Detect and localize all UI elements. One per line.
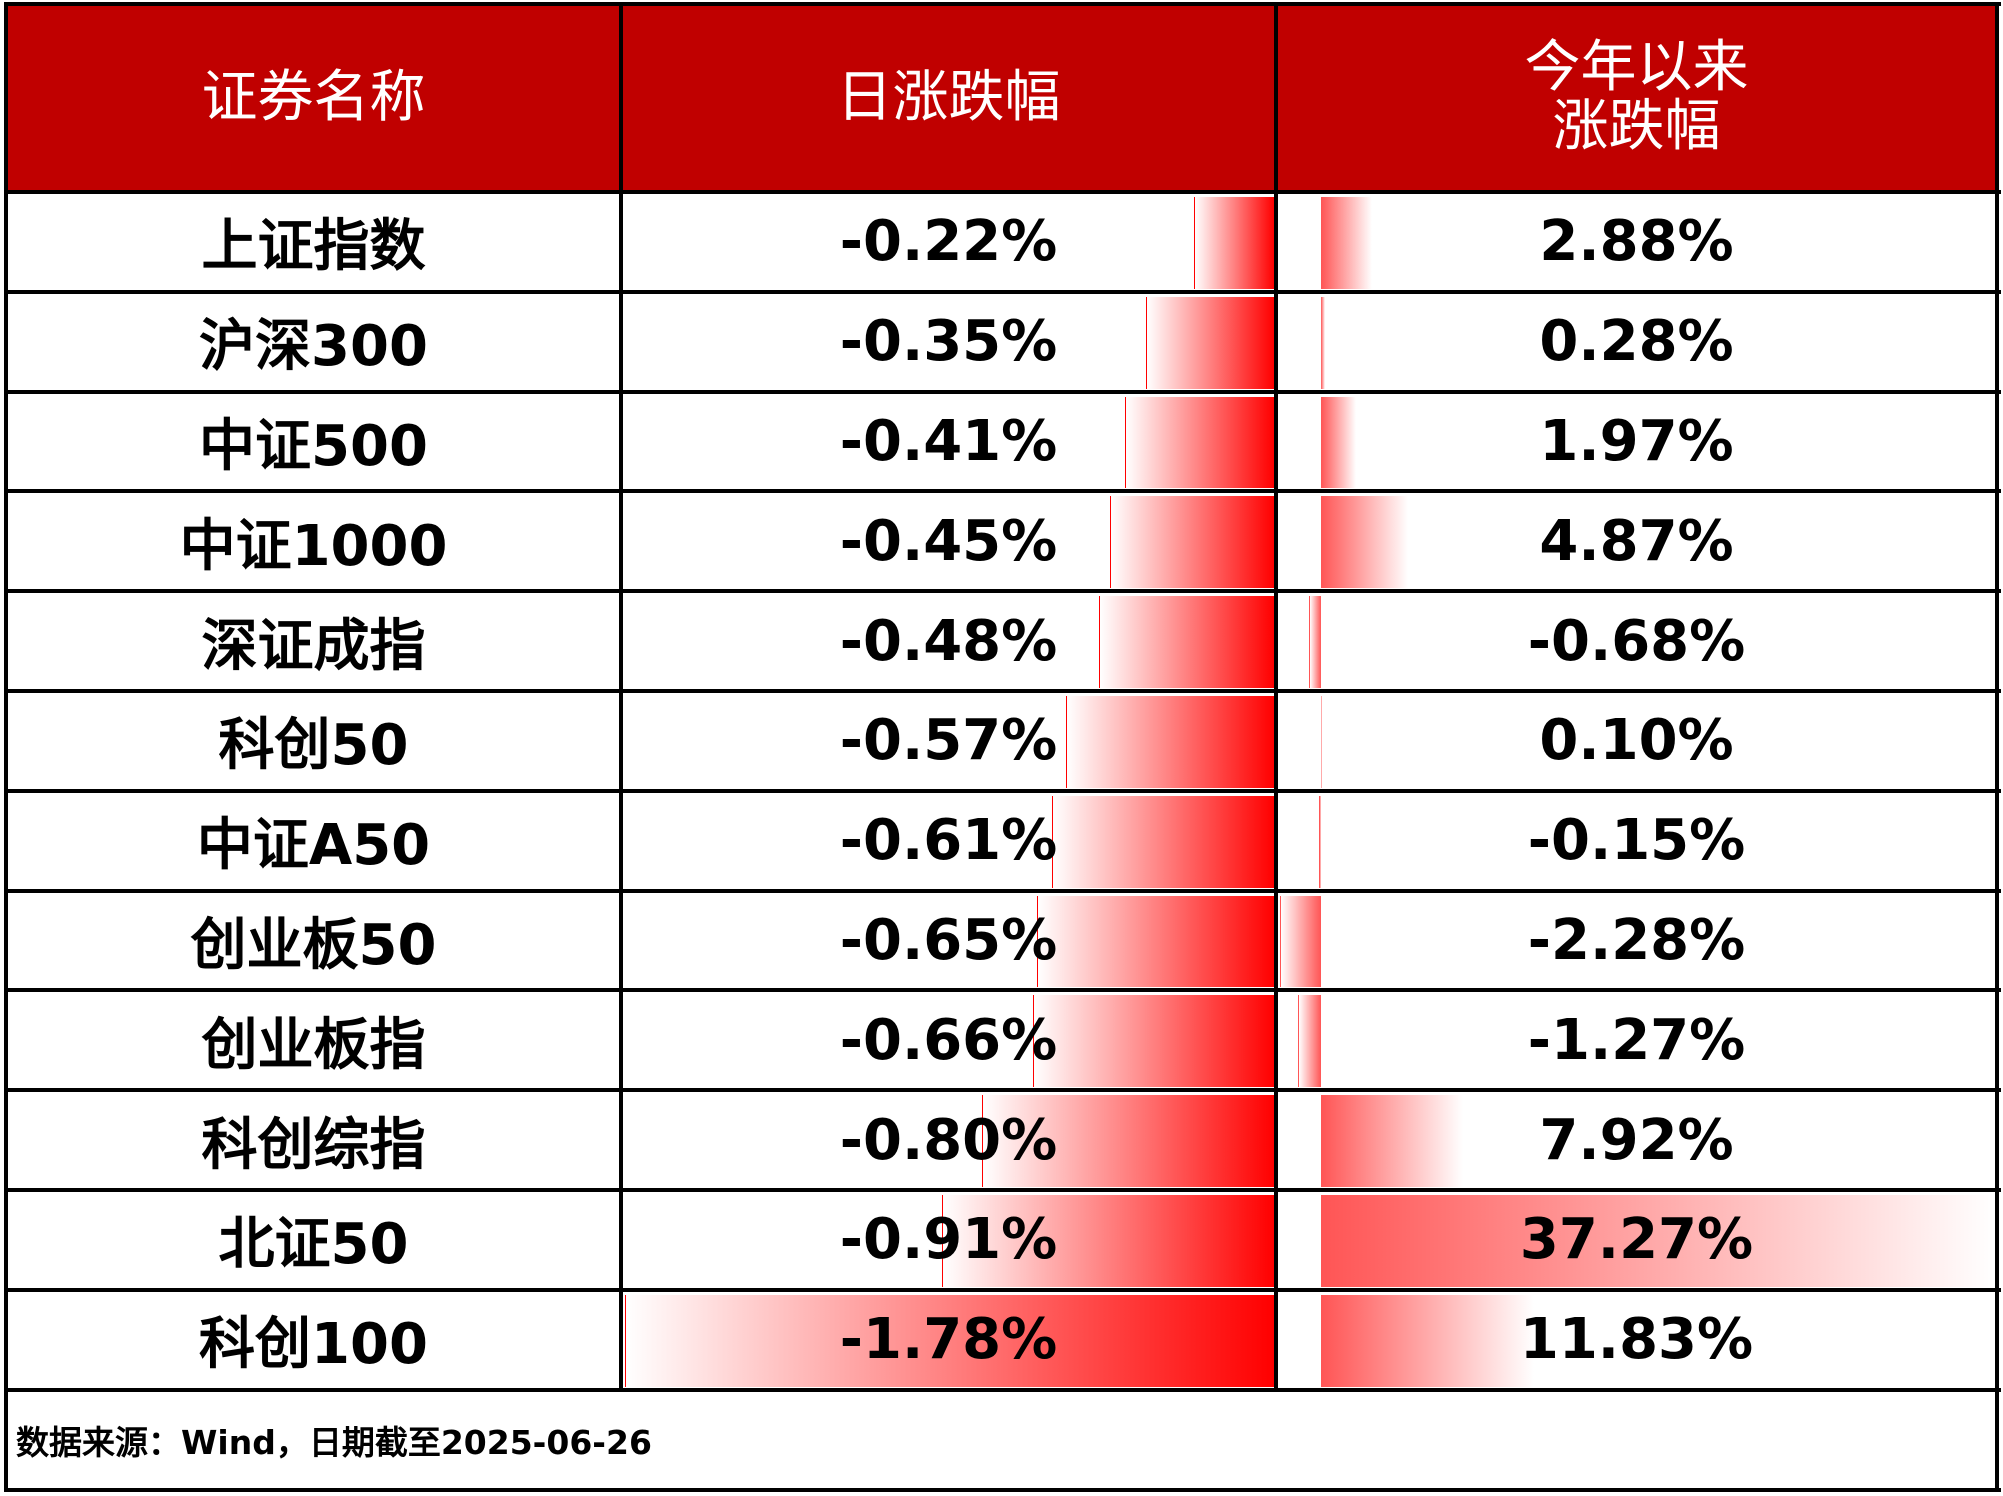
data-bar xyxy=(1321,1294,1536,1387)
table-cell: 北证50 xyxy=(218,1212,409,1278)
row-line xyxy=(6,689,2001,693)
header-bg xyxy=(6,4,1997,192)
data-bar xyxy=(1037,895,1274,988)
table-cell: -0.66% xyxy=(839,1007,1058,1073)
row-line xyxy=(6,289,2001,294)
data-bar xyxy=(1321,696,1324,788)
table-cell: 4.87% xyxy=(1539,508,1734,574)
data-bar xyxy=(942,1195,1274,1287)
table-cell: 0.10% xyxy=(1539,708,1734,774)
table-cell: 中证A50 xyxy=(196,813,431,879)
row-line xyxy=(6,888,2001,893)
data-bar xyxy=(1146,296,1274,389)
data-bar xyxy=(1124,396,1274,489)
data-bar xyxy=(1066,696,1274,788)
data-bar xyxy=(1321,1195,1995,1287)
table-cell: -0.61% xyxy=(839,808,1058,874)
data-bar xyxy=(1321,396,1357,489)
border-bottom xyxy=(6,1488,2001,1492)
table-cell: 1.97% xyxy=(1539,408,1734,474)
data-bar xyxy=(1321,296,1327,389)
table-cell: -0.15% xyxy=(1527,808,1746,874)
table-cell: -0.22% xyxy=(839,209,1058,275)
row-line xyxy=(6,1287,2001,1292)
row-line xyxy=(6,190,2001,194)
header-text: 今年以来 xyxy=(1524,35,1749,101)
border-top xyxy=(6,2,2001,6)
table-cell: 创业板50 xyxy=(190,912,437,978)
data-bar xyxy=(625,1294,1274,1387)
table-cell: -0.45% xyxy=(839,508,1058,574)
table-cell: 深证成指 xyxy=(201,613,426,679)
row-line xyxy=(6,589,2001,594)
row-line xyxy=(6,1088,2001,1093)
table-cell: 2.88% xyxy=(1539,209,1734,275)
data-bar xyxy=(1193,197,1274,289)
table-cell: 中证500 xyxy=(199,413,428,479)
table-cell: 科创综指 xyxy=(201,1112,426,1178)
table-cell: 沪深300 xyxy=(199,314,428,380)
row-line xyxy=(6,389,2001,394)
table-cell: 中证1000 xyxy=(179,513,448,579)
data-bar xyxy=(982,1095,1274,1187)
table-cell: -1.27% xyxy=(1527,1007,1746,1073)
row-line xyxy=(6,489,2001,494)
header-cell: 日涨跌幅 xyxy=(836,64,1061,130)
border-side xyxy=(4,2,8,1492)
data-bar xyxy=(1033,995,1274,1088)
table-cell: -0.35% xyxy=(839,309,1058,375)
table-cell: -0.57% xyxy=(839,708,1058,774)
data-bar xyxy=(1051,795,1274,888)
header-text: 涨跌幅 xyxy=(1552,94,1721,159)
table-cell: -0.41% xyxy=(839,408,1058,474)
column-line xyxy=(1274,2,1278,1392)
border-side xyxy=(1995,2,1999,1492)
row-line xyxy=(6,788,2001,793)
table-cell: 37.27% xyxy=(1519,1207,1754,1273)
table-cell: -0.65% xyxy=(839,907,1058,973)
column-line xyxy=(619,2,623,1392)
table-cell: -0.68% xyxy=(1527,608,1746,674)
row-line xyxy=(6,1188,2001,1192)
table-cell: -0.48% xyxy=(839,608,1058,674)
data-bar xyxy=(1318,795,1322,888)
data-bar xyxy=(1321,197,1374,289)
row-line xyxy=(6,988,2001,993)
data-bar xyxy=(1298,995,1322,1088)
table-cell: -0.91% xyxy=(839,1207,1058,1273)
table-cell: -2.28% xyxy=(1527,907,1746,973)
header-cell: 今年以来 涨跌幅 xyxy=(1276,4,1997,192)
table-cell: 7.92% xyxy=(1539,1107,1734,1173)
footer-note: 数据来源：Wind，日期截至2025-06-26 xyxy=(16,1422,652,1462)
table-cell: 科创100 xyxy=(199,1312,428,1378)
table-cell: -0.80% xyxy=(839,1107,1058,1173)
table-cell: -1.78% xyxy=(839,1307,1058,1373)
table-cell: 0.28% xyxy=(1539,309,1734,375)
table-cell: 11.83% xyxy=(1519,1307,1754,1373)
row-line xyxy=(6,1387,2001,1392)
table-cell: 科创50 xyxy=(218,713,409,779)
table-cell: 创业板指 xyxy=(201,1012,426,1078)
header-cell: 证券名称 xyxy=(201,64,426,130)
data-bar xyxy=(1308,596,1322,688)
data-bar xyxy=(1280,895,1322,988)
data-bar xyxy=(1321,1095,1465,1187)
data-bar xyxy=(1321,496,1410,589)
data-bar xyxy=(1109,496,1274,589)
data-bar xyxy=(1098,596,1274,688)
table-cell: 上证指数 xyxy=(201,214,426,280)
